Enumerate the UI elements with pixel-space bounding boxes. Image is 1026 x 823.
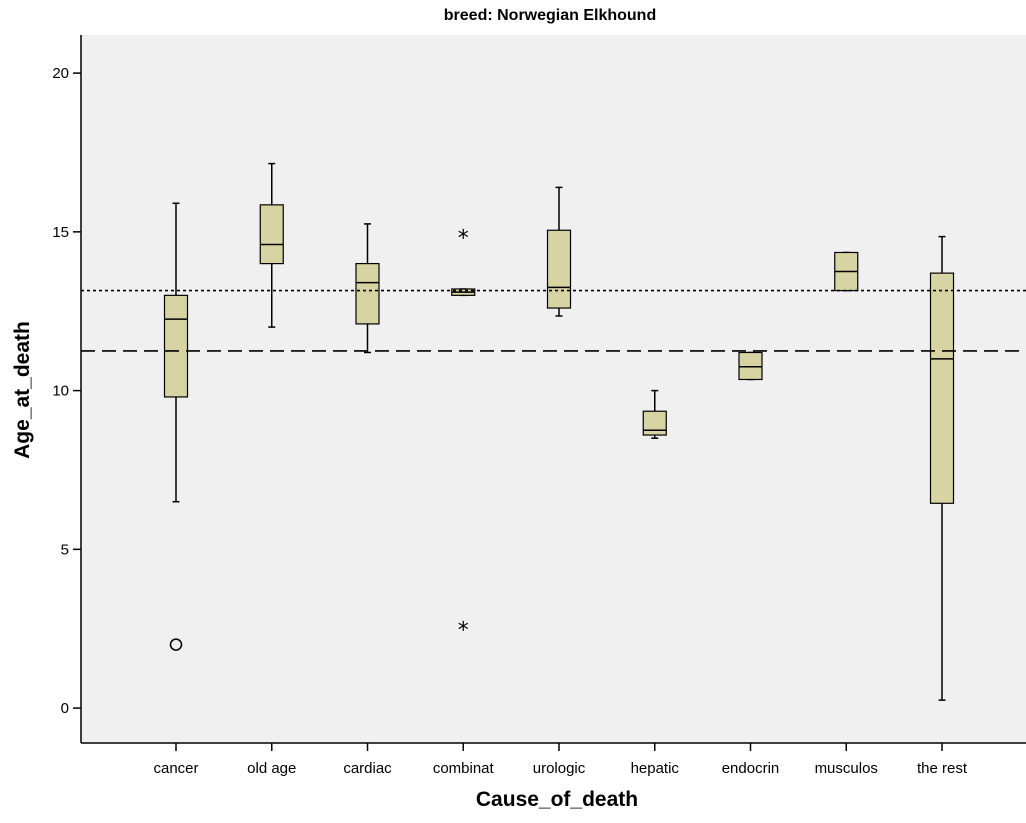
y-axis: 0 5 10 15 20	[52, 35, 82, 743]
iqr-box	[642, 410, 667, 436]
x-axis-title: Cause_of_death	[476, 788, 638, 811]
extreme-point: *	[458, 227, 469, 252]
x-tick-label-hepatic: hepatic	[631, 760, 680, 777]
box-the-rest	[929, 235, 955, 701]
iqr-box	[929, 272, 955, 504]
reference-lines	[81, 289, 1026, 352]
y-tick-label: 10	[52, 383, 69, 400]
y-tick-label: 5	[61, 541, 69, 558]
iqr-box	[546, 229, 572, 309]
y-axis-title: Age_at_death	[11, 321, 34, 459]
y-tick-label: 20	[52, 65, 69, 82]
iqr-box	[259, 204, 284, 265]
x-tick-label-musculos: musculos	[815, 760, 878, 777]
outlier-point	[169, 638, 183, 651]
box-hepatic	[642, 389, 667, 439]
box-cancer	[163, 202, 189, 503]
iqr-box	[738, 351, 763, 381]
x-tick-label-urologic: urologic	[533, 760, 586, 777]
box-urologic	[546, 186, 572, 317]
box-old-age	[259, 162, 284, 328]
x-tick-label-the-rest: the rest	[917, 760, 968, 777]
boxes	[163, 162, 955, 701]
outlier-points: **	[169, 227, 469, 651]
plot-area	[81, 35, 1026, 743]
iqr-box	[163, 294, 189, 398]
box-endocrin	[738, 351, 763, 381]
box-cardiac	[355, 223, 380, 354]
chart-title: breed: Norwegian Elkhound	[444, 7, 656, 24]
iqr-box	[355, 262, 380, 325]
extreme-point: *	[458, 619, 469, 644]
x-tick-label-cardiac: cardiac	[343, 760, 392, 777]
x-axis: cancer old age cardiac combinat urologic hepa…	[81, 742, 1026, 777]
y-tick-label: 15	[52, 224, 69, 241]
box-musculos	[834, 251, 859, 292]
box-combinat	[451, 288, 476, 297]
x-tick-label-combinat: combinat	[433, 760, 495, 777]
x-tick-label-old-age: old age	[247, 760, 296, 777]
x-tick-label-endocrin: endocrin	[722, 760, 780, 777]
x-tick-label-cancer: cancer	[153, 760, 198, 777]
y-tick-label: 0	[61, 700, 69, 717]
